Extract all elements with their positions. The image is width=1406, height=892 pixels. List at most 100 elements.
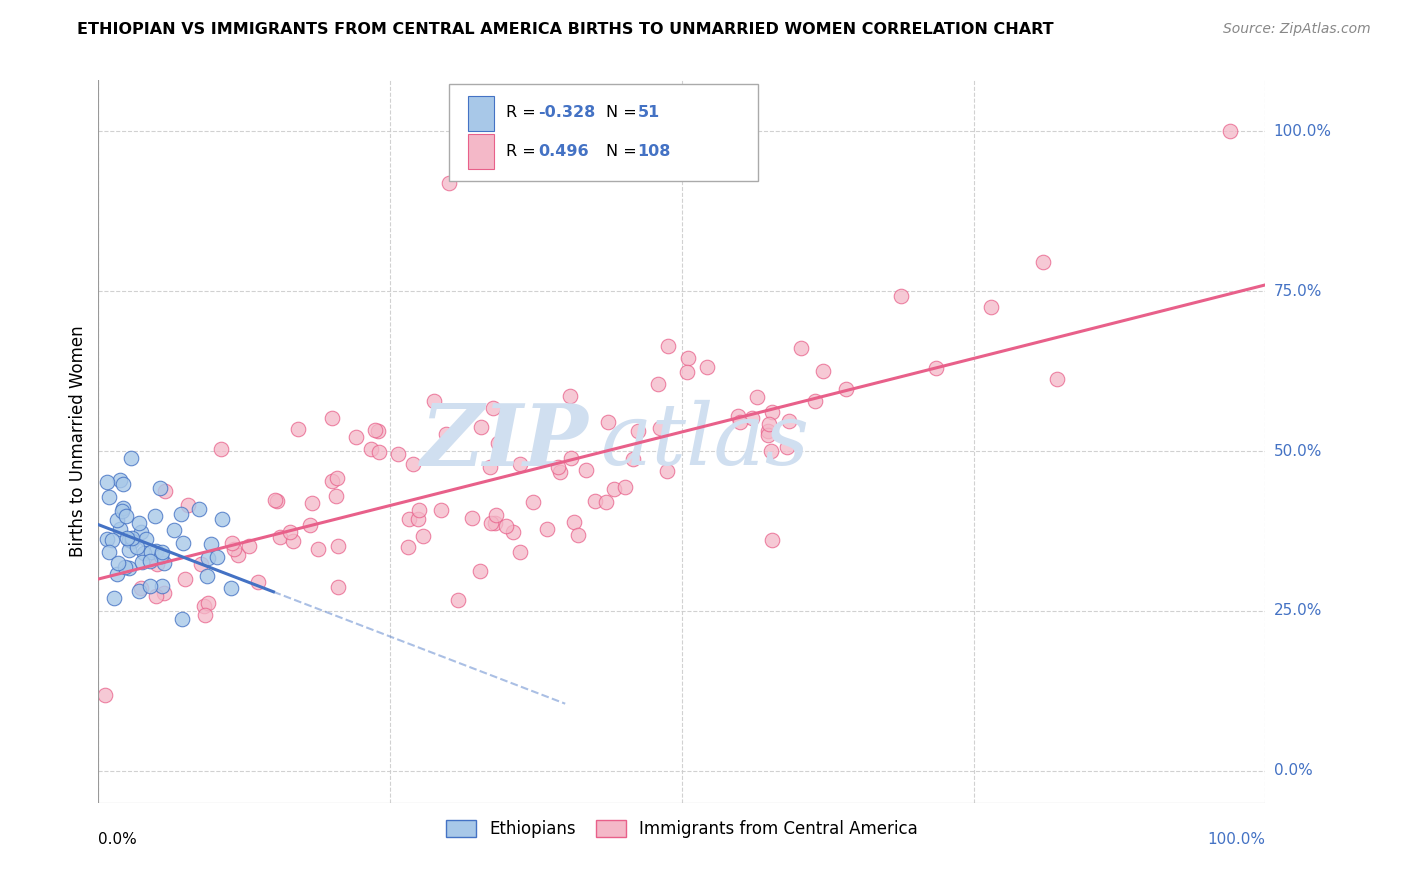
Point [655, 463, 678, 477]
Text: R =: R = [506, 105, 536, 120]
Point [287, 422, 309, 436]
Point [344, 430, 367, 444]
Point [207, 550, 229, 565]
Point [811, 364, 834, 378]
FancyBboxPatch shape [449, 84, 758, 181]
Point [153, 483, 176, 498]
Point [575, 463, 598, 477]
Point [408, 512, 430, 526]
Point [461, 511, 484, 525]
Point [121, 531, 143, 545]
Text: 51: 51 [637, 105, 659, 120]
Point [301, 496, 323, 510]
Point [222, 541, 245, 556]
Point [321, 475, 343, 489]
Point [152, 545, 174, 559]
Point [447, 593, 470, 607]
Point [131, 555, 153, 569]
Point [139, 554, 162, 568]
Point [172, 535, 194, 549]
Point [509, 545, 531, 559]
Point [468, 564, 491, 578]
Text: 100.0%: 100.0% [1208, 831, 1265, 847]
Point [437, 176, 460, 190]
Point [730, 415, 752, 429]
Text: 75.0%: 75.0% [1274, 284, 1322, 299]
Point [396, 541, 419, 555]
Point [583, 493, 606, 508]
Point [211, 512, 233, 526]
Point [299, 517, 322, 532]
Point [778, 414, 800, 428]
Point [226, 548, 249, 562]
Point [980, 300, 1002, 314]
Y-axis label: Births to Unmarried Women: Births to Unmarried Women [69, 326, 87, 558]
Point [118, 533, 141, 547]
Point [325, 489, 347, 503]
Point [502, 524, 524, 539]
Point [108, 473, 131, 487]
Point [145, 544, 167, 558]
Point [925, 360, 948, 375]
Point [567, 528, 589, 542]
Point [195, 569, 218, 583]
Text: ETHIOPIAN VS IMMIGRANTS FROM CENTRAL AMERICA BIRTHS TO UNMARRIED WOMEN CORRELATI: ETHIOPIAN VS IMMIGRANTS FROM CENTRAL AME… [77, 22, 1054, 37]
Point [114, 560, 136, 574]
Legend: Ethiopians, Immigrants from Central America: Ethiopians, Immigrants from Central Amer… [439, 814, 925, 845]
Point [614, 480, 637, 494]
Point [603, 482, 626, 496]
Text: N =: N = [606, 105, 637, 120]
Point [149, 482, 172, 496]
Point [173, 572, 195, 586]
Point [650, 420, 672, 434]
Point [325, 471, 347, 485]
Text: Source: ZipAtlas.com: Source: ZipAtlas.com [1223, 22, 1371, 37]
Point [118, 561, 141, 575]
Point [139, 579, 162, 593]
Point [657, 338, 679, 352]
Point [120, 450, 142, 465]
Point [209, 442, 232, 456]
Point [117, 531, 139, 545]
Point [367, 445, 389, 459]
Point [114, 508, 136, 523]
Point [481, 401, 503, 415]
Point [111, 504, 134, 518]
Point [219, 581, 242, 595]
Point [321, 411, 343, 425]
Point [94, 688, 117, 702]
Point [172, 612, 194, 626]
Point [548, 465, 571, 479]
Point [1219, 124, 1241, 138]
Point [408, 503, 430, 517]
Point [367, 424, 389, 438]
Point [745, 390, 768, 404]
Point [558, 388, 581, 402]
Point [741, 410, 763, 425]
Point [430, 503, 453, 517]
Point [193, 607, 215, 622]
Point [97, 545, 120, 559]
Point [412, 529, 434, 543]
Point [105, 566, 128, 581]
Point [495, 519, 517, 533]
Text: -0.328: -0.328 [538, 105, 596, 120]
Point [756, 424, 779, 438]
Point [128, 516, 150, 530]
Point [188, 502, 211, 516]
Point [134, 546, 156, 560]
Point [150, 549, 173, 563]
Point [152, 556, 174, 570]
Point [627, 425, 650, 439]
Text: 0.496: 0.496 [538, 145, 589, 160]
Point [128, 583, 150, 598]
Point [145, 589, 167, 603]
Point [486, 435, 509, 450]
Point [269, 529, 291, 543]
FancyBboxPatch shape [468, 135, 494, 169]
Point [536, 522, 558, 536]
Point [758, 417, 780, 431]
Point [96, 475, 118, 490]
Text: ZIP: ZIP [420, 400, 589, 483]
Point [484, 516, 506, 531]
